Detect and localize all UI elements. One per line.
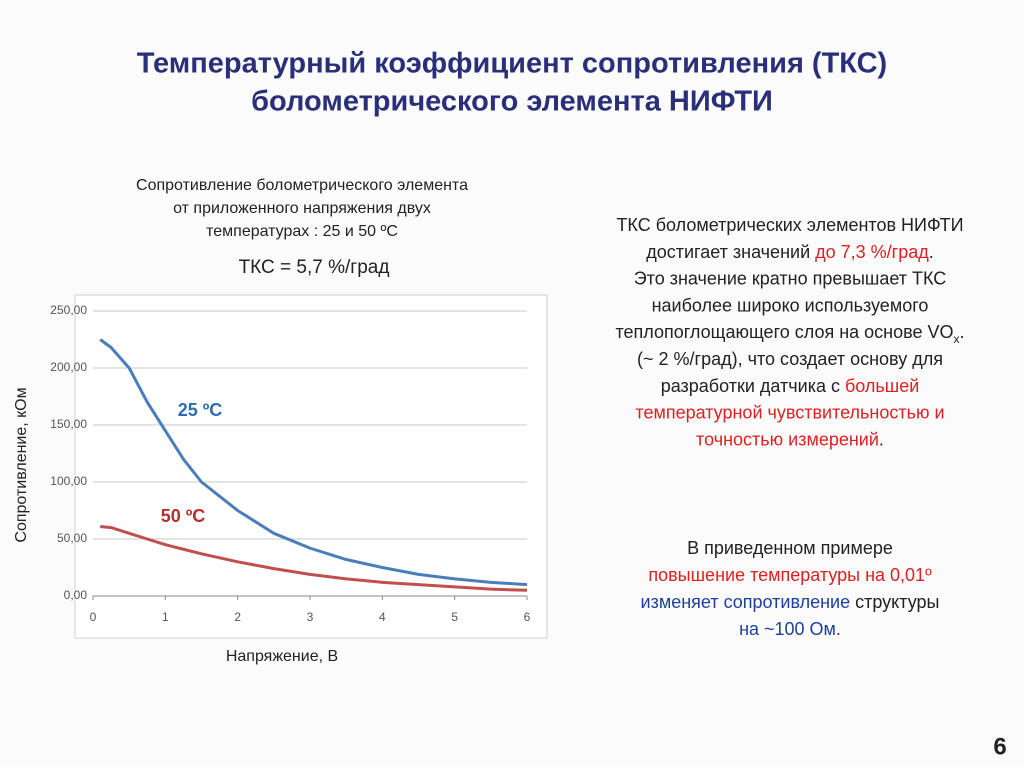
caption-line: Сопротивление болометрического элемента xyxy=(136,177,468,194)
y-tick-label: 250,00 xyxy=(50,303,87,317)
note-run: температурной чувствительностью и xyxy=(635,402,944,422)
caption-line: от приложенного напряжения двух xyxy=(173,200,431,217)
note-run: x xyxy=(954,332,960,346)
x-tick-label: 2 xyxy=(234,610,241,624)
note-run: достигает значений xyxy=(646,242,815,262)
x-axis-label: Напряжение, В xyxy=(226,648,338,665)
note-line: разработки датчика с большей xyxy=(661,376,920,396)
series-label: 50 ºC xyxy=(161,506,206,526)
note-run: повышение температуры на 0,01º xyxy=(648,565,932,585)
x-tick-label: 4 xyxy=(379,610,386,624)
chart-frame xyxy=(74,294,548,639)
y-tick-label: 50,00 xyxy=(57,531,87,545)
note-run: ТКС болометрических элементов НИФТИ xyxy=(616,215,963,235)
note-line: Это значение кратно превышает ТКС xyxy=(634,268,947,288)
y-tick-label: 200,00 xyxy=(50,360,87,374)
x-tick-label: 0 xyxy=(90,610,97,624)
caption-line: температурах : 25 и 50 ºС xyxy=(206,223,398,240)
note-run: . xyxy=(960,322,965,342)
y-tick-label: 150,00 xyxy=(50,417,87,431)
tks-value: ТКС = 5,7 %/град xyxy=(239,257,390,278)
note-run: . xyxy=(879,429,884,449)
note-line: повышение температуры на 0,01º xyxy=(648,565,932,585)
note-line: наиболее широко используемого xyxy=(652,295,929,315)
note-run: на ~100 Ом. xyxy=(739,619,841,639)
note-run: структуры xyxy=(850,592,939,612)
note-run: наиболее широко используемого xyxy=(652,295,929,315)
y-axis-label: Сопротивление, кОм xyxy=(13,387,30,542)
x-tick-label: 3 xyxy=(307,610,314,624)
note-line: (~ 2 %/град), что создает основу для xyxy=(637,349,943,369)
note-line: температурной чувствительностью и xyxy=(635,402,944,422)
note-line: ТКС болометрических элементов НИФТИ xyxy=(616,215,963,235)
series-line xyxy=(99,338,528,587)
note-line: изменяет сопротивление структуры xyxy=(641,592,940,612)
x-tick-label: 1 xyxy=(162,610,169,624)
note-line: точностью измерений. xyxy=(696,429,884,449)
x-tick-label: 5 xyxy=(451,610,458,624)
title-line: Температурный коэффициент сопротивления … xyxy=(137,48,887,80)
note-line: В приведенном примере xyxy=(687,538,893,558)
page-number: 6 xyxy=(993,733,1006,760)
note-run: большей xyxy=(845,376,919,396)
note-run: изменяет сопротивление xyxy=(641,592,851,612)
note-line: теплопоглощающего слоя на основе VOx. xyxy=(615,322,964,346)
note-run: (~ 2 %/град), что создает основу для xyxy=(637,349,943,369)
note-run: В приведенном примере xyxy=(687,538,893,558)
note-line: на ~100 Ом. xyxy=(739,619,841,639)
title-line: болометрического элемента НИФТИ xyxy=(251,86,773,118)
series-line xyxy=(100,524,528,592)
note-run: . xyxy=(929,242,934,262)
x-tick-label: 6 xyxy=(524,610,531,624)
note-line: достигает значений до 7,3 %/град. xyxy=(646,242,934,262)
note-run: разработки датчика с xyxy=(661,376,845,396)
note-run: Это значение кратно превышает ТКС xyxy=(634,268,947,288)
y-tick-label: 0,00 xyxy=(64,588,88,602)
note-run: точностью измерений xyxy=(696,429,879,449)
series-label: 25 ºC xyxy=(178,400,223,420)
note-run: до 7,3 %/град xyxy=(815,242,929,262)
y-tick-label: 100,00 xyxy=(50,474,87,488)
note-run: теплопоглощающего слоя на основе VO xyxy=(615,322,953,342)
